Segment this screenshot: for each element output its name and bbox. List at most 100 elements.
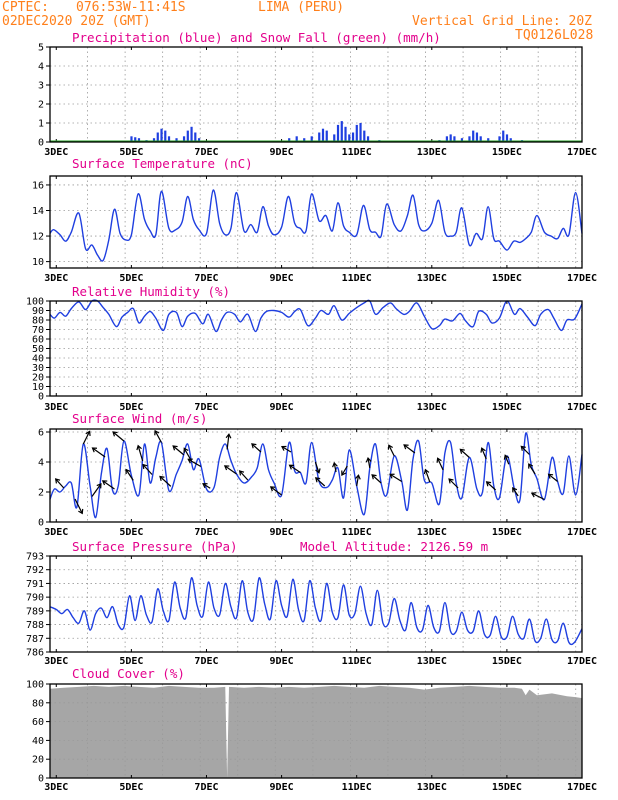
series-line xyxy=(49,432,583,519)
wind-arrow xyxy=(142,464,153,475)
x-tick-label: 17DEC xyxy=(567,656,597,667)
x-tick-label: 3DEC xyxy=(44,656,68,667)
wind-arrow xyxy=(314,461,320,473)
y-tick-label: 0 xyxy=(38,774,44,785)
y-tick-label: 2 xyxy=(38,488,44,499)
y-tick-label: 14 xyxy=(32,206,44,217)
wind-arrow xyxy=(367,457,371,469)
y-tick-label: 90 xyxy=(32,306,44,317)
wind-arrow xyxy=(424,469,431,483)
x-tick-label: 17DEC xyxy=(567,147,597,158)
x-tick-label: 15DEC xyxy=(492,656,522,667)
x-tick-label: 15DEC xyxy=(492,147,522,158)
wind-arrow xyxy=(239,470,249,481)
wind-arrow xyxy=(333,462,337,473)
x-tick-label: 13DEC xyxy=(417,147,447,158)
series-line xyxy=(49,189,583,262)
x-tick-label: 13DEC xyxy=(417,782,447,793)
y-tick-label: 4 xyxy=(38,458,44,469)
wind-arrow-head xyxy=(503,454,510,460)
panel-title: Cloud Cover (%) xyxy=(72,666,185,681)
precip-bar xyxy=(505,134,509,142)
precip-bar xyxy=(164,130,167,142)
wind-arrow-head xyxy=(251,443,257,449)
x-tick-label: 17DEC xyxy=(567,782,597,793)
wind-arrow xyxy=(548,473,558,482)
y-tick-label: 10 xyxy=(32,382,44,393)
x-tick-label: 17DEC xyxy=(567,273,597,284)
panel-frame xyxy=(49,683,583,779)
y-tick-label: 80 xyxy=(32,316,44,327)
wind-arrow-head xyxy=(341,470,347,476)
precip-bar xyxy=(366,136,370,142)
precip-bar xyxy=(325,130,328,142)
x-tick-label: 5DEC xyxy=(119,147,143,158)
wind-arrow xyxy=(481,447,487,460)
x-tick-label: 7DEC xyxy=(194,147,218,158)
x-tick-label: 7DEC xyxy=(194,656,218,667)
y-tick-label: 786 xyxy=(26,648,44,659)
y-tick-label: 60 xyxy=(32,717,44,728)
y-tick-label: 60 xyxy=(32,335,44,346)
precip-bar xyxy=(449,134,452,142)
precip-bar xyxy=(186,130,189,142)
wind-arrow-head xyxy=(403,444,409,450)
wind-arrow xyxy=(92,447,106,458)
precip-bar xyxy=(351,132,355,142)
x-tick-label: 11DEC xyxy=(342,527,372,538)
wind-arrow xyxy=(512,487,519,497)
wind-arrow xyxy=(504,455,510,465)
wind-arrow xyxy=(102,480,115,490)
wind-arrow-head xyxy=(96,482,102,489)
wind-arrow-head xyxy=(528,463,534,469)
x-tick-label: 15DEC xyxy=(492,782,522,793)
precip-bar xyxy=(363,130,366,142)
header-grid-note: Vertical Grid Line: 20Z xyxy=(412,14,593,29)
x-tick-label: 3DEC xyxy=(44,273,68,284)
y-tick-label: 16 xyxy=(32,180,44,191)
precip-bar xyxy=(160,128,163,142)
y-tick-label: 791 xyxy=(26,579,44,590)
y-tick-label: 789 xyxy=(26,606,44,617)
wind-arrow xyxy=(82,431,91,445)
precip-bar xyxy=(340,121,343,142)
precip-bar xyxy=(445,136,449,142)
precip-bar xyxy=(137,138,141,142)
y-tick-label: 100 xyxy=(26,680,44,691)
x-tick-label: 7DEC xyxy=(194,273,218,284)
wind-arrow-head xyxy=(436,457,442,463)
precip-bar xyxy=(479,136,482,142)
y-tick-label: 100 xyxy=(26,297,44,308)
wind-arrow-head xyxy=(223,465,230,471)
wind-arrow xyxy=(251,443,262,453)
precip-bar xyxy=(487,138,490,142)
wind-arrow xyxy=(448,478,459,489)
y-tick-label: 793 xyxy=(26,552,44,563)
wind-arrow-head xyxy=(389,473,395,479)
wind-arrow xyxy=(528,463,536,475)
x-tick-label: 9DEC xyxy=(270,782,294,793)
wind-arrow xyxy=(55,478,65,489)
y-tick-label: 0 xyxy=(38,518,44,529)
wind-arrow xyxy=(520,445,530,455)
x-tick-label: 15DEC xyxy=(492,402,522,413)
precip-bar xyxy=(333,134,336,142)
header-coords: 076:53W-11:41S xyxy=(76,0,186,15)
precip-bar xyxy=(359,123,362,142)
precip-bar xyxy=(498,136,501,142)
wind-arrow-head xyxy=(91,447,98,453)
panel-frame xyxy=(49,175,583,269)
wind-arrow-head xyxy=(371,474,377,480)
x-tick-label: 15DEC xyxy=(492,527,522,538)
wind-arrow-head xyxy=(238,470,245,476)
y-tick-label: 0 xyxy=(38,138,44,149)
wind-arrow-head xyxy=(547,473,554,479)
wind-arrow-head xyxy=(225,433,232,439)
panel-frame xyxy=(49,46,583,143)
precip-bar xyxy=(175,138,178,142)
x-tick-label: 3DEC xyxy=(44,402,68,413)
precip-bar xyxy=(468,136,471,142)
wind-arrow xyxy=(224,465,237,475)
wind-arrow-head xyxy=(54,478,61,484)
